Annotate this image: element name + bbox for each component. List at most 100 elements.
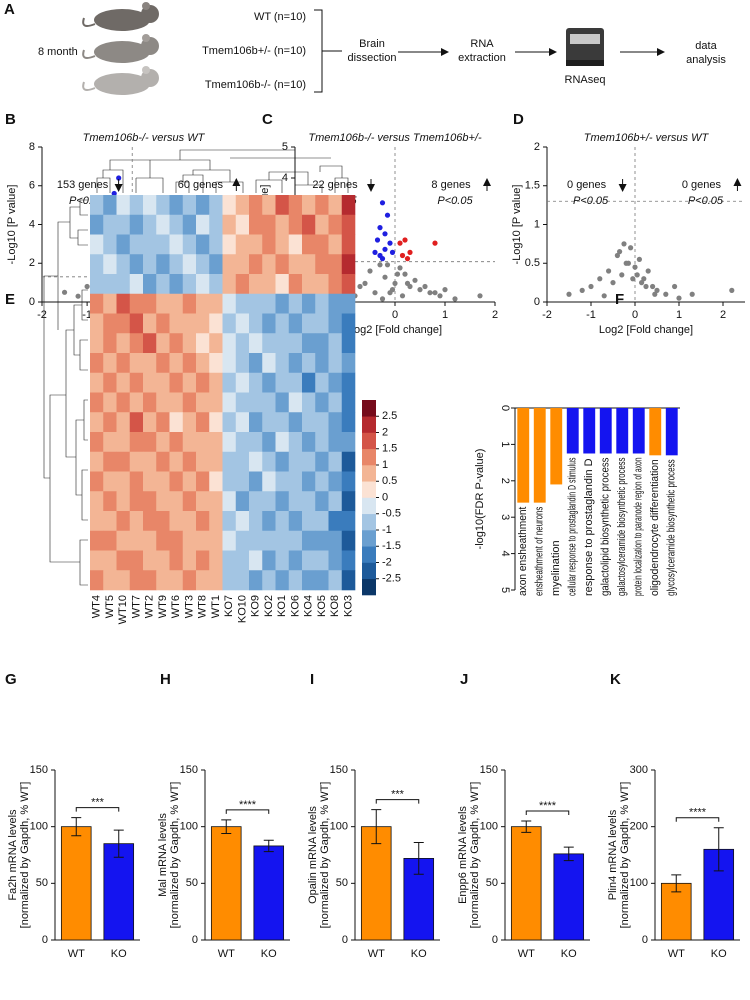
- colorbar-label: -1.5: [382, 540, 401, 552]
- colorbar-label: 0: [382, 491, 388, 503]
- heatmap-cell: [302, 372, 316, 393]
- heatmap-cell: [222, 214, 237, 235]
- heatmap-cell: [103, 195, 117, 216]
- heatmap-cell: [143, 471, 157, 492]
- heatmap-cell: [169, 432, 184, 453]
- heatmap-cell: [222, 333, 237, 354]
- heatmap-cell: [129, 451, 144, 472]
- heatmap-cell: [341, 195, 356, 216]
- heatmap-cell: [116, 550, 131, 571]
- heatmap-cell: [209, 570, 223, 591]
- heatmap-cell: [262, 432, 276, 453]
- heatmap-cell: [169, 570, 184, 591]
- heatmap-cell: [143, 313, 157, 334]
- error-bar: [521, 820, 532, 833]
- heatmap-cell: [196, 511, 210, 532]
- heatmap-cell: [249, 412, 263, 433]
- point: [422, 283, 428, 290]
- point: [621, 241, 627, 247]
- heatmap-cell: [90, 432, 104, 453]
- heatmap-cell: [143, 412, 157, 433]
- bar: [566, 408, 579, 454]
- heatmap-cell: [209, 471, 223, 492]
- significance-label: ****: [539, 800, 557, 812]
- step-label: RNAseq: [565, 74, 606, 86]
- heatmap-cell: [129, 234, 144, 255]
- point: [84, 283, 90, 290]
- mouse: [82, 2, 159, 31]
- heatmap-cell: [103, 214, 117, 235]
- heatmap-cell: [209, 392, 223, 413]
- heatmap-cell: [90, 293, 104, 314]
- category-label: oligodendrocyte differentiation: [649, 459, 661, 596]
- colorbar-swatch: [362, 400, 376, 417]
- heatmap-cell: [196, 392, 210, 413]
- heatmap-cell: [196, 313, 210, 334]
- heatmap-cell: [341, 293, 356, 314]
- heatmap-cell: [262, 570, 276, 591]
- heatmap-cell: [315, 274, 329, 295]
- heatmap-cell: [249, 293, 263, 314]
- heatmap-cell: [275, 195, 290, 216]
- heatmap-cell: [129, 550, 144, 571]
- point: [676, 295, 682, 301]
- colorbar-label: 1.5: [382, 443, 397, 455]
- heatmap-cell: [235, 530, 250, 551]
- heatmap-cell: [209, 353, 223, 374]
- point: [645, 268, 651, 274]
- panel-a: A 8 month WT (n=10) Tmem106b+/- (n=10) T…: [4, 1, 726, 95]
- point: [588, 283, 594, 290]
- point: [634, 272, 640, 278]
- heatmap-cell: [288, 550, 303, 571]
- error-bar: [413, 842, 424, 875]
- heatmap-cell: [169, 412, 184, 433]
- column-label: WT2: [144, 595, 156, 618]
- heatmap-cell: [249, 274, 263, 295]
- heatmap-cell: [143, 511, 157, 532]
- heatmap-cell: [196, 550, 210, 571]
- heatmap-cell: [169, 451, 184, 472]
- point: [632, 264, 638, 270]
- colorbar-swatch: [362, 481, 376, 498]
- point: [619, 272, 625, 278]
- heatmap-cell: [209, 293, 223, 314]
- heatmap-cell: [182, 432, 197, 453]
- heatmap-cell: [169, 471, 184, 492]
- heatmap-cell: [182, 274, 197, 295]
- x-tick-label: 0: [392, 309, 398, 321]
- heatmap-cell: [341, 353, 356, 374]
- heatmap-cell: [328, 550, 343, 571]
- heatmap-cell: [235, 451, 250, 472]
- heatmap-cell: [129, 392, 144, 413]
- annotation: 0 genes: [682, 179, 722, 191]
- heatmap-cell: [156, 432, 170, 453]
- heatmap-cell: [182, 333, 197, 354]
- heatmap-cell: [143, 432, 157, 453]
- point: [399, 293, 406, 299]
- heatmap-cell: [116, 412, 131, 433]
- heatmap-cell: [262, 214, 276, 235]
- heatmap-cell: [90, 471, 104, 492]
- heatmap-cell: [328, 353, 343, 374]
- heatmap-cell: [209, 372, 223, 393]
- heatmap-cell: [103, 511, 117, 532]
- heatmap-cell: [222, 392, 237, 413]
- heatmap-cell: [196, 451, 210, 472]
- row-dendrogram: [43, 199, 88, 586]
- heatmap-cell: [116, 372, 131, 393]
- x-tick-label: WT: [518, 948, 535, 960]
- heatmap-cell: [275, 491, 290, 512]
- colorbar-label: -1: [382, 524, 392, 536]
- heatmap-cell: [235, 570, 250, 591]
- bar: [60, 826, 92, 941]
- heatmap-cell: [209, 313, 223, 334]
- y-tick-label: 4: [499, 551, 511, 557]
- heatmap-cell: [169, 372, 184, 393]
- heatmap-cell: [103, 234, 117, 255]
- heatmap-cell: [116, 570, 131, 591]
- column-label: KO10: [236, 595, 248, 623]
- panel-letter: B: [5, 111, 16, 128]
- point: [672, 283, 678, 290]
- heatmap-cell: [235, 195, 250, 216]
- point: [404, 280, 411, 286]
